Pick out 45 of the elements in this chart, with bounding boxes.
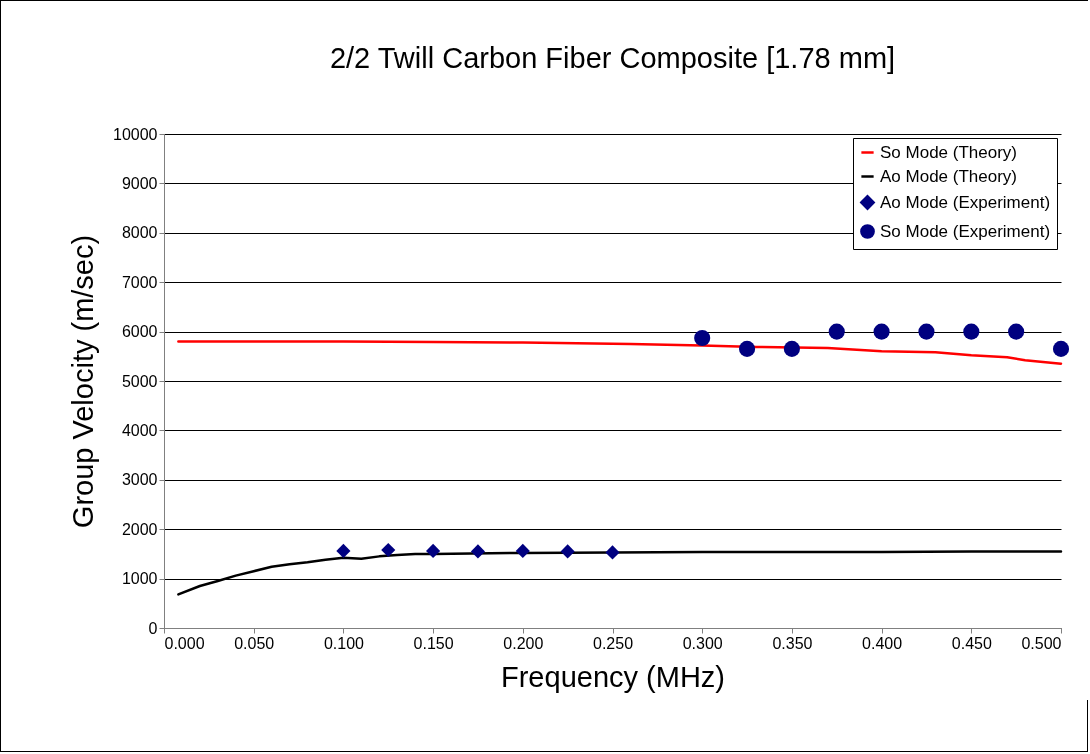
y-tick-label: 9000 (121, 174, 158, 192)
point (873, 323, 890, 340)
point (1052, 340, 1070, 357)
x-tick-label: 0.500 (1021, 634, 1062, 652)
point (336, 543, 351, 559)
x-tick-label: 0.100 (323, 634, 365, 652)
point (1008, 323, 1025, 340)
y-tick-label: 1000 (121, 570, 158, 588)
x-tick-label: 0.350 (772, 634, 813, 652)
legend-label: So Mode (Theory) (880, 142, 1017, 162)
y-tick-label: 8000 (121, 224, 158, 242)
point (694, 329, 711, 347)
x-tick-label: 0.450 (951, 634, 992, 652)
y-tick-label: 5000 (121, 372, 158, 390)
x-tick-label: 0.400 (862, 634, 903, 652)
x-axis-title: Frequency (MHz) (501, 660, 725, 693)
chart-title: 2/2 Twill Carbon Fiber Composite [1.78 mm] (329, 42, 896, 74)
y-tick-label: 4000 (121, 421, 158, 439)
point (605, 545, 620, 560)
x-tick-label: 0.250 (592, 634, 634, 652)
y-tick-label: 10000 (113, 125, 158, 143)
x-tick-label: 0.300 (682, 634, 723, 652)
x-tick-label: 0.050 (234, 634, 275, 652)
point (470, 544, 486, 559)
point (515, 543, 530, 559)
point (381, 542, 396, 558)
y-tick-label: 2000 (121, 520, 158, 538)
point (963, 323, 980, 340)
x-tick-label: 0.000 (164, 634, 205, 652)
point (560, 544, 575, 559)
y-tick-label: 7000 (121, 273, 158, 291)
point (918, 323, 935, 340)
point (426, 543, 441, 559)
point (828, 323, 845, 340)
legend-label: So Mode (Experiment) (880, 221, 1051, 241)
y-axis-title: Group Velocity (m/sec) (67, 234, 100, 529)
point (783, 340, 800, 357)
legend-label: Ao Mode (Theory) (880, 166, 1017, 186)
x-tick-label: 0.150 (413, 634, 454, 652)
y-tick-label: 3000 (121, 471, 158, 489)
legend-label: Ao Mode (Experiment) (880, 192, 1051, 212)
y-tick-label: 0 (148, 619, 158, 637)
y-tick-label: 6000 (121, 323, 158, 341)
point (738, 340, 756, 357)
x-tick-label: 0.200 (503, 634, 544, 652)
